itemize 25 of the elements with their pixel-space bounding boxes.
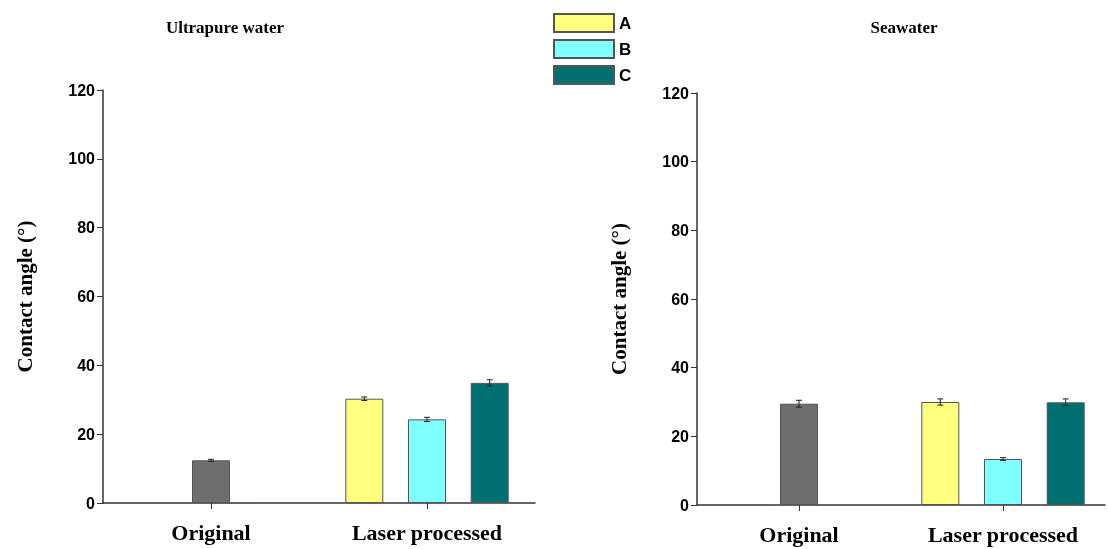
y-tick-label: 60: [671, 290, 690, 308]
y-tick-label: 0: [86, 494, 96, 512]
chart-title: Ultrapure water: [165, 18, 285, 37]
x-tick-label: Laser processed: [351, 519, 503, 545]
y-tick-label: 20: [671, 427, 690, 445]
chart-title: Seawater: [870, 18, 938, 37]
legend-label: A: [619, 13, 632, 33]
x-tick-label: Original: [171, 519, 251, 545]
y-tick-label: 20: [77, 425, 96, 443]
legend-label: B: [619, 39, 632, 59]
y-tick-label: 120: [662, 84, 690, 102]
legend-label: C: [619, 65, 632, 85]
y-tick-label: 60: [77, 288, 96, 305]
y-tick-label: 100: [662, 153, 690, 171]
y-tick-label: 40: [77, 356, 96, 374]
y-tick-label: 120: [68, 81, 96, 99]
x-tick-label: Laser processed: [927, 521, 1079, 547]
y-tick-label: 0: [680, 496, 690, 514]
y-tick-label: 100: [68, 150, 96, 168]
y-axis-title: Contact angle (°): [606, 223, 631, 375]
y-tick-label: 40: [671, 359, 690, 377]
y-axis-title: Contact angle (°): [12, 220, 37, 373]
y-tick-label: 80: [671, 221, 690, 239]
y-tick-label: 80: [77, 219, 96, 237]
x-tick-label: Original: [759, 521, 839, 547]
